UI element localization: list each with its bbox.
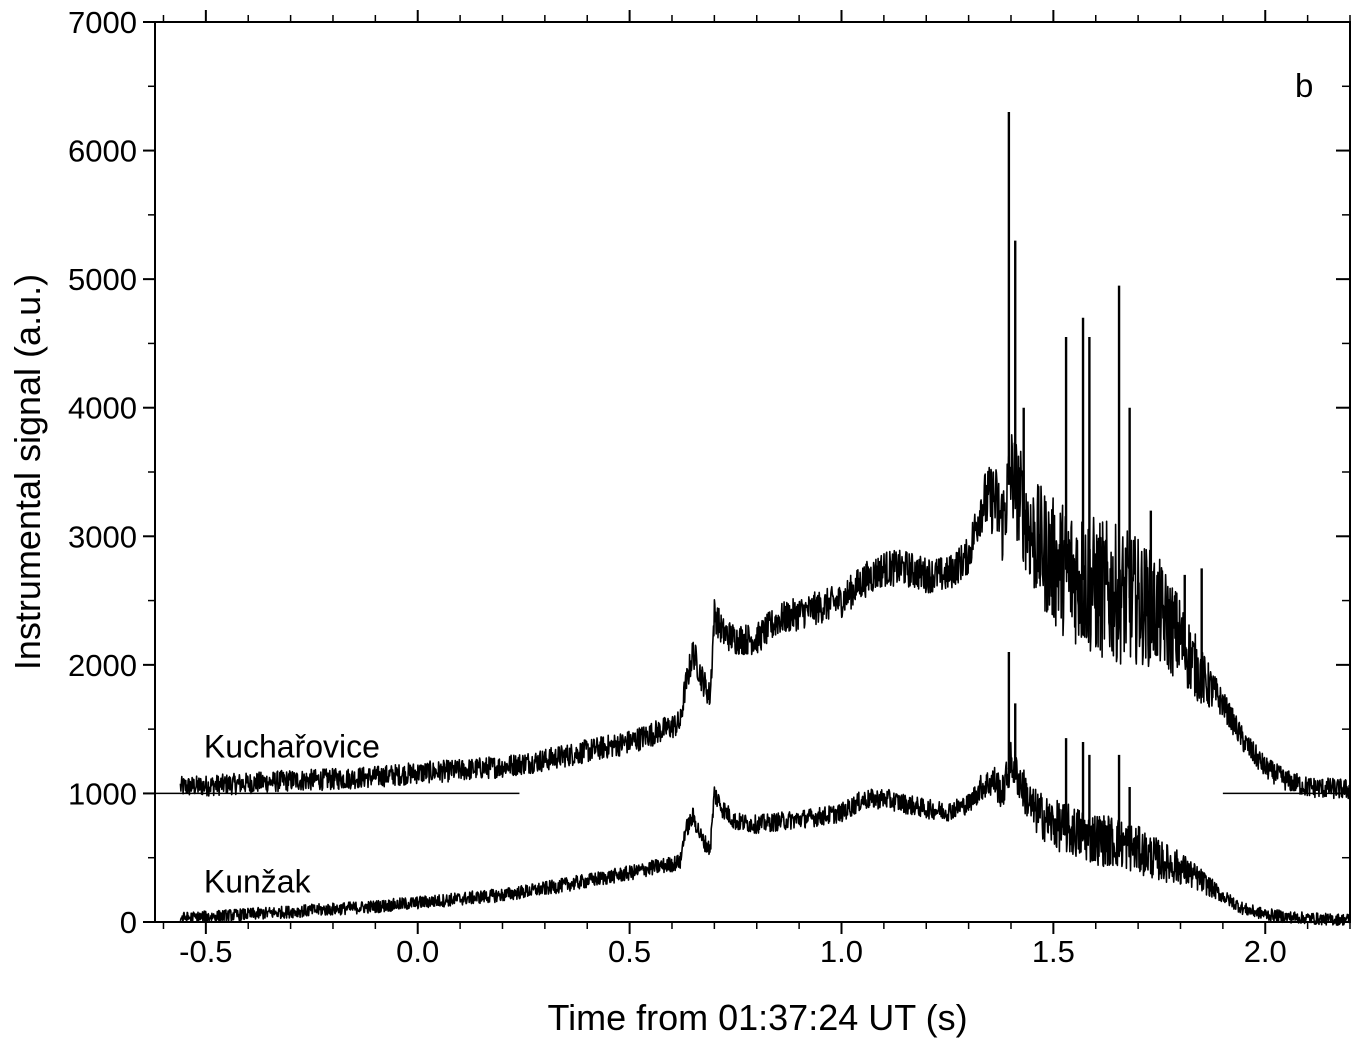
series-trace-0 <box>179 434 1351 800</box>
y-tick-label: 5000 <box>68 262 137 297</box>
y-tick-label: 7000 <box>68 5 137 40</box>
y-tick-label: 0 <box>120 905 137 940</box>
x-tick-label: 2.0 <box>1244 934 1287 969</box>
y-tick-label: 2000 <box>68 648 137 683</box>
x-tick-label: 0.0 <box>396 934 439 969</box>
y-axis-ticks: 0 1000 2000 3000 4000 5000 6000 7000 <box>68 5 1350 940</box>
trace-layer <box>179 112 1351 926</box>
series-label-kunzak: Kunžak <box>204 864 312 900</box>
x-tick-label: 0.5 <box>608 934 651 969</box>
x-axis-title: Time from 01:37:24 UT (s) <box>547 997 967 1038</box>
y-tick-label: 1000 <box>68 776 137 811</box>
x-tick-label: 1.5 <box>1032 934 1075 969</box>
x-tick-label: -0.5 <box>179 934 232 969</box>
series-label-kucharovice: Kuchařovice <box>204 729 380 765</box>
x-tick-label: 1.0 <box>820 934 863 969</box>
y-tick-label: 4000 <box>68 391 137 426</box>
x-axis-ticks: -0.5 0.0 0.5 1.0 1.5 2.0 <box>162 10 1351 969</box>
y-tick-label: 3000 <box>68 519 137 554</box>
y-tick-label: 6000 <box>68 134 137 169</box>
y-axis-title: Instrumental signal (a.u.) <box>7 274 48 670</box>
series-trace-1 <box>179 741 1351 926</box>
panel-label: b <box>1295 67 1313 104</box>
